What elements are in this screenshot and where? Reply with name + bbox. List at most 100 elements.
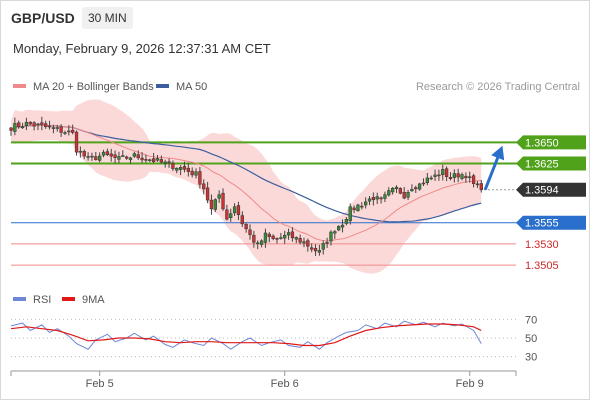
candle-body bbox=[105, 151, 110, 156]
candle-body bbox=[67, 130, 71, 133]
candle-body bbox=[256, 242, 260, 245]
candle bbox=[74, 130, 79, 156]
candle bbox=[279, 232, 283, 240]
candle bbox=[78, 146, 83, 158]
candle-body bbox=[271, 235, 275, 240]
candle-body bbox=[375, 196, 379, 200]
candle bbox=[175, 167, 179, 174]
candle bbox=[429, 175, 433, 181]
candle-body bbox=[468, 176, 472, 179]
candle-body bbox=[321, 243, 325, 250]
candle bbox=[36, 122, 40, 131]
candle-body bbox=[456, 173, 460, 178]
candle bbox=[94, 151, 98, 161]
main-legend: MA 20 + Bollinger Bands MA 50 bbox=[13, 81, 207, 93]
candle bbox=[464, 172, 468, 183]
candle-body bbox=[259, 240, 264, 245]
candle-body bbox=[109, 153, 113, 157]
candle bbox=[109, 148, 113, 162]
candle-body bbox=[337, 226, 341, 231]
candle bbox=[313, 244, 318, 256]
candle-body bbox=[205, 187, 210, 201]
candle bbox=[375, 192, 379, 205]
candle bbox=[433, 169, 437, 181]
candle bbox=[171, 160, 175, 172]
level-box-1.3594 bbox=[516, 182, 586, 197]
candle-body bbox=[232, 206, 237, 214]
level-label-1.3625: 1.3625 bbox=[525, 158, 559, 170]
rsi-panel: 70 50 30 bbox=[10, 314, 537, 364]
candle bbox=[410, 184, 414, 192]
candle bbox=[310, 243, 314, 253]
candle bbox=[186, 162, 190, 177]
candle-body bbox=[406, 192, 410, 198]
bollinger-band bbox=[11, 99, 482, 274]
candle bbox=[140, 152, 144, 163]
candle-body bbox=[171, 163, 175, 169]
candle bbox=[217, 190, 221, 203]
candle bbox=[344, 217, 349, 226]
candle bbox=[209, 194, 214, 215]
timeframe-badge[interactable]: 30 MIN bbox=[82, 7, 133, 29]
candle bbox=[425, 172, 429, 186]
candle bbox=[471, 173, 476, 188]
candle bbox=[13, 117, 17, 136]
candle bbox=[86, 152, 90, 161]
candle bbox=[117, 151, 121, 164]
candle bbox=[417, 182, 422, 191]
candle-body bbox=[329, 231, 333, 242]
x-tick-label: Feb 6 bbox=[271, 378, 299, 390]
forecast-arrow-head bbox=[491, 145, 505, 161]
candle bbox=[28, 121, 32, 126]
candle-body bbox=[433, 174, 437, 177]
candle-body bbox=[286, 232, 291, 236]
candle-body bbox=[28, 121, 32, 125]
candle bbox=[444, 166, 449, 182]
legend-label-rsi: RSI bbox=[33, 294, 51, 306]
candle-body bbox=[360, 205, 364, 208]
candle bbox=[283, 230, 287, 244]
candle-body bbox=[479, 183, 483, 190]
candle-body bbox=[71, 129, 75, 133]
candle-body bbox=[421, 182, 426, 185]
candle bbox=[63, 130, 67, 136]
candle-body bbox=[302, 241, 306, 244]
candle bbox=[475, 181, 480, 188]
candle-body bbox=[140, 157, 144, 161]
candle bbox=[44, 120, 48, 129]
candle-body bbox=[121, 155, 125, 157]
x-axis: Feb 5 Feb 6 Feb 9 bbox=[10, 370, 517, 390]
candle bbox=[190, 167, 194, 178]
candle bbox=[364, 197, 368, 209]
chart-datetime: Monday, February 9, 2026 12:37:31 AM CET bbox=[13, 41, 271, 56]
candle-body bbox=[460, 174, 464, 179]
candle-body bbox=[167, 161, 171, 163]
x-tick-label: Feb 5 bbox=[86, 378, 114, 390]
candle-body bbox=[182, 166, 187, 170]
candle bbox=[113, 150, 117, 164]
legend-swatch-ma50 bbox=[156, 84, 169, 88]
candle-body bbox=[344, 219, 349, 224]
candle bbox=[406, 189, 410, 201]
candle-body bbox=[267, 233, 271, 237]
candle-body bbox=[144, 159, 148, 161]
candle-body bbox=[402, 191, 406, 199]
candle-body bbox=[298, 238, 302, 243]
candle bbox=[333, 230, 337, 239]
candle bbox=[387, 187, 391, 197]
candle-body bbox=[90, 155, 94, 158]
candle bbox=[124, 155, 129, 160]
candle-body bbox=[464, 175, 468, 179]
candle-body bbox=[333, 231, 337, 234]
rsi-ma-line bbox=[10, 323, 482, 347]
candle bbox=[240, 211, 244, 227]
candle bbox=[286, 228, 291, 240]
candle bbox=[414, 185, 418, 193]
candle-body bbox=[209, 199, 214, 210]
candle bbox=[302, 237, 306, 248]
candle bbox=[325, 237, 329, 248]
candle bbox=[252, 230, 256, 248]
candle-body bbox=[32, 122, 36, 127]
candle-body bbox=[325, 242, 329, 244]
level-box-1.3625 bbox=[516, 156, 586, 171]
